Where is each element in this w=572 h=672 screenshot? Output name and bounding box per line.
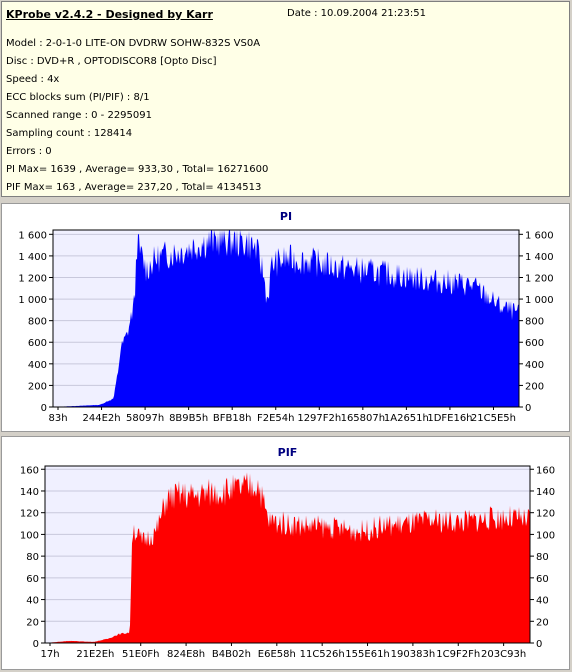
data-series-area [53,230,519,407]
x-tick-label: 190383h [391,649,436,660]
x-tick-label: 1C9F2Fh [436,649,480,660]
data-series-area [45,472,530,643]
chart-title: PIF [278,446,298,459]
x-tick-label: 21C5E5h [471,413,516,424]
y-tick-label-right: 20 [536,617,549,628]
x-tick-label: 824E8h [167,649,205,660]
x-tick-label: 58097h [126,413,164,424]
y-tick-label-right: 400 [525,360,544,371]
y-tick-label-left: 1 600 [18,230,47,241]
x-tick-label: 165807h [341,413,386,424]
y-tick-label-left: 80 [26,552,39,563]
pi-chart-panel: PI 0 0 200 200 400 400 600 600 800 800 1 000 1 000 1 … [1,203,570,432]
y-tick-label-right: 140 [536,487,555,498]
y-tick-label-left: 1 000 [18,295,47,306]
x-tick-label: 8B9B5h [169,413,208,424]
y-tick-label-left: 120 [20,509,39,520]
info-ecc: ECC blocks sum (PI/PIF) : 8/1 [6,92,150,103]
pif-chart: PIF 0 0 20 20 40 40 60 60 80 80 100 100 120 120 140 140 1… [20,446,555,660]
y-tick-label-right: 0 [536,639,542,650]
y-tick-label-right: 40 [536,596,549,607]
x-tick-label: 203C93h [481,649,526,660]
plot-border [44,465,531,644]
y-tick-label-left: 400 [28,360,47,371]
y-tick-label-left: 140 [20,487,39,498]
y-tick-label-right: 100 [536,530,555,541]
y-tick-label-left: 0 [41,403,47,414]
y-tick-label-right: 120 [536,509,555,520]
x-tick-label: B4B02h [212,649,251,660]
y-tick-label-left: 200 [28,381,47,392]
app-title: KProbe v2.4.2 - Designed by Karr [6,8,213,21]
info-range: Scanned range : 0 - 2295091 [6,110,152,121]
y-tick-label-right: 600 [525,338,544,349]
x-tick-label: 1DFE16h [427,413,472,424]
y-tick-label-left: 1 400 [18,252,47,263]
y-tick-label-right: 1 600 [525,230,554,241]
y-tick-label-right: 1 400 [525,252,554,263]
y-tick-label-left: 100 [20,530,39,541]
y-tick-label-right: 0 [525,403,531,414]
x-tick-label: F2E54h [257,413,295,424]
y-tick-label-right: 80 [536,552,549,563]
y-tick-label-left: 160 [20,465,39,476]
x-tick-label: 51E0Fh [122,649,160,660]
info-pif-stats: PIF Max= 163 , Average= 237,20 , Total= … [6,182,262,193]
x-tick-label: E6E58h [258,649,296,660]
info-pi-stats: PI Max= 1639 , Average= 933,30 , Total= … [6,164,269,175]
info-model: Model : 2-0-1-0 LITE-ON DVDRW SOHW-832S … [6,38,261,49]
x-tick-label: 21E2Eh [76,649,114,660]
y-tick-label-right: 1 000 [525,295,554,306]
x-tick-label: 1297F2h [297,413,341,424]
y-tick-label-left: 40 [26,596,39,607]
info-errors: Errors : 0 [6,146,52,157]
x-tick-label: 11C526h [300,649,345,660]
y-tick-label-right: 160 [536,465,555,476]
y-tick-label-right: 1 200 [525,273,554,284]
y-tick-label-left: 600 [28,338,47,349]
pif-chart-panel: PIF 0 0 20 20 40 40 60 60 80 80 100 100 120 120 140 140 1… [1,436,570,670]
pi-chart: PI 0 0 200 200 400 400 600 600 800 800 1 000 1 000 1 … [18,210,554,424]
y-tick-label-left: 20 [26,617,39,628]
x-tick-label: 155E61h [345,649,389,660]
info-panel: KProbe v2.4.2 - Designed by Karr Date : … [1,1,570,197]
y-tick-label-right: 800 [525,317,544,328]
y-tick-label-left: 1 200 [18,273,47,284]
info-disc: Disc : DVD+R , OPTODISCOR8 [Opto Disc] [6,56,217,67]
info-speed: Speed : 4x [6,74,60,85]
x-tick-label: 1A2651h [384,413,429,424]
y-tick-label-left: 800 [28,317,47,328]
y-tick-label-left: 60 [26,574,39,585]
x-tick-label: 17h [40,649,59,660]
y-tick-label-right: 60 [536,574,549,585]
x-tick-label: BFB18h [213,413,252,424]
chart-title: PI [280,210,292,223]
x-tick-label: 244E2h [82,413,120,424]
scan-date: Date : 10.09.2004 21:23:51 [287,8,426,19]
y-tick-label-left: 0 [33,639,39,650]
info-sampling: Sampling count : 128414 [6,128,133,139]
y-tick-label-right: 200 [525,381,544,392]
plot-border [52,229,520,408]
x-tick-label: 83h [48,413,67,424]
